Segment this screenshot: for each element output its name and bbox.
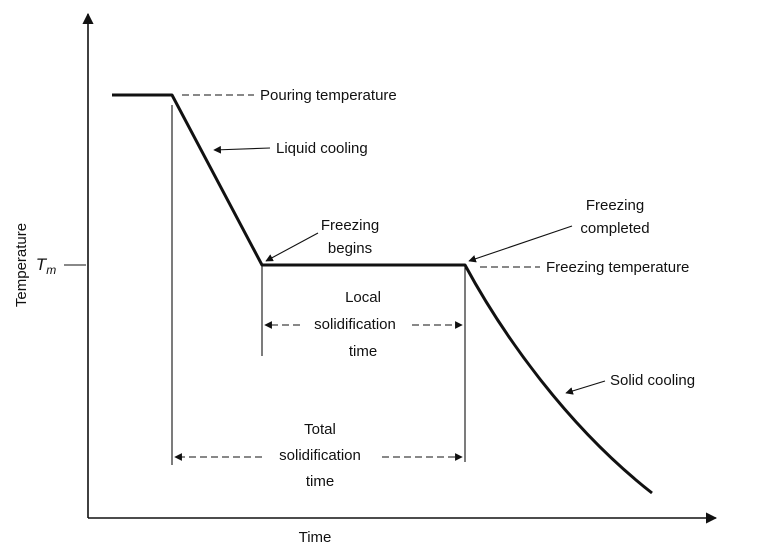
annotation: solidification <box>279 447 361 464</box>
annotation: solidification <box>314 316 396 333</box>
annotation: Total <box>304 421 336 438</box>
leader <box>265 232 319 262</box>
tm-sub: m <box>46 263 56 277</box>
annotation: Solid cooling <box>610 372 695 389</box>
annotation: Freezing temperature <box>546 259 689 276</box>
leader <box>213 145 271 154</box>
tm-label: Tm <box>36 255 56 277</box>
annotation: Local <box>345 289 381 306</box>
annotation: Freezing <box>321 217 379 234</box>
annotation: time <box>306 473 334 490</box>
annotation: completed <box>580 220 649 237</box>
annotation: time <box>349 343 377 360</box>
annotation: Liquid cooling <box>276 140 368 157</box>
leader <box>468 225 573 263</box>
annotation: begins <box>328 240 372 257</box>
leader <box>565 380 606 395</box>
cooling-curve <box>112 93 653 495</box>
tm-base: T <box>36 255 48 274</box>
y-axis-label: Temperature <box>13 223 30 307</box>
x-axis-label: Time <box>299 529 332 546</box>
annotation: Freezing <box>586 197 644 214</box>
annotation: Pouring temperature <box>260 87 397 104</box>
